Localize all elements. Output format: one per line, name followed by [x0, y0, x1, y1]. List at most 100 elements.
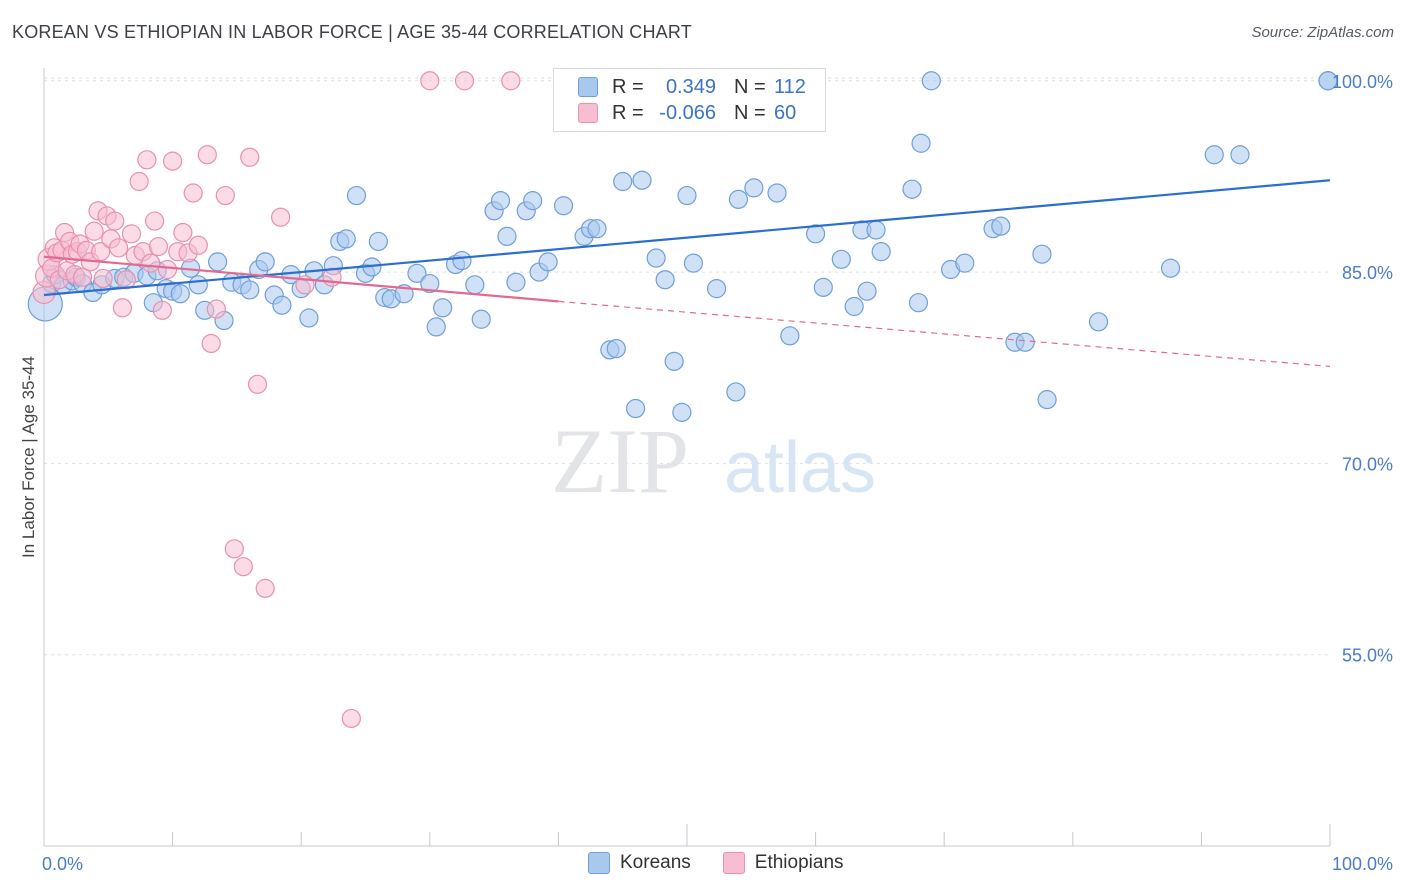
- data-point: [452, 250, 472, 271]
- data-point: [197, 145, 217, 165]
- data-point: [368, 231, 388, 252]
- data-point: [173, 222, 193, 243]
- data-point: [497, 226, 517, 246]
- data-point: [105, 211, 125, 231]
- chart-title: KOREAN VS ETHIOPIAN IN LABOR FORCE | AGE…: [12, 22, 692, 42]
- bottom-legend-koreans[interactable]: Koreans: [588, 852, 691, 874]
- bottom-legend: Koreans Ethiopians: [588, 852, 876, 874]
- data-point: [84, 221, 104, 241]
- data-point: [141, 253, 161, 273]
- y-tick-label: 100.0%: [1332, 72, 1393, 92]
- data-point: [1230, 145, 1250, 165]
- data-point: [726, 382, 746, 402]
- data-point: [1160, 258, 1181, 278]
- data-point: [215, 185, 235, 206]
- data-point: [1088, 312, 1109, 332]
- data-point: [538, 252, 558, 272]
- axes-layer: [43, 68, 1331, 847]
- data-point: [240, 280, 260, 300]
- legend-row-ethiopians: R = -0.066 N = 60: [578, 100, 796, 126]
- data-point: [433, 298, 453, 318]
- data-point: [1015, 332, 1035, 352]
- legend-row-koreans: R = 0.349 N = 112: [578, 74, 806, 100]
- data-point: [336, 229, 356, 249]
- data-point: [857, 281, 877, 301]
- data-point: [454, 71, 475, 91]
- watermark-zip: ZIP: [551, 410, 689, 512]
- data-point: [272, 295, 292, 315]
- data-point: [664, 351, 684, 371]
- bottom-legend-label: Ethiopians: [754, 852, 844, 873]
- data-point: [206, 299, 226, 319]
- data-point: [506, 272, 526, 292]
- bottom-legend-ethiopians[interactable]: Ethiopians: [722, 852, 844, 874]
- data-point: [866, 220, 886, 240]
- grid-layer: [44, 77, 1330, 656]
- watermark-atlas: atlas: [724, 428, 876, 508]
- data-point: [911, 133, 931, 153]
- data-point: [137, 150, 157, 170]
- legend-n-label: N =: [734, 101, 766, 124]
- data-point: [299, 308, 319, 328]
- data-point: [780, 326, 800, 346]
- data-point: [224, 539, 244, 559]
- data-point: [93, 268, 113, 289]
- x-tick-label: 100.0%: [1332, 854, 1393, 874]
- data-point: [183, 183, 203, 203]
- data-point: [420, 71, 440, 91]
- data-point: [407, 263, 427, 283]
- watermark: ZIP atlas: [551, 410, 876, 512]
- legend-swatch-ethiopians: [578, 103, 598, 123]
- data-point: [170, 284, 190, 304]
- data-point: [844, 296, 864, 317]
- legend-r-label: R =: [612, 101, 644, 124]
- data-point: [157, 259, 178, 280]
- data-point: [255, 252, 275, 272]
- data-point: [490, 191, 511, 211]
- data-point: [805, 224, 826, 244]
- legend-r-label: R =: [612, 75, 644, 98]
- data-point: [744, 178, 764, 198]
- data-point: [553, 196, 574, 216]
- data-point: [201, 333, 221, 354]
- data-point: [72, 267, 93, 287]
- data-point: [587, 219, 607, 239]
- data-point: [426, 317, 446, 337]
- data-point: [346, 185, 367, 206]
- bottom-legend-swatch-koreans: [588, 852, 610, 874]
- legend-n-label: N =: [734, 75, 766, 98]
- series-ethiopians: [32, 71, 521, 729]
- legend-n-value: 60: [774, 101, 797, 124]
- chart-source: Source: ZipAtlas.com: [1251, 24, 1394, 41]
- data-point: [1318, 71, 1338, 91]
- x-tick-label: 0.0%: [42, 854, 83, 874]
- data-point: [247, 374, 268, 394]
- trend-line-ethiopians: [43, 255, 559, 303]
- data-point: [188, 235, 208, 255]
- data-point: [1204, 145, 1224, 165]
- data-point: [108, 238, 129, 258]
- data-point: [831, 249, 851, 269]
- data-point: [625, 398, 646, 419]
- data-point: [255, 578, 275, 598]
- trend-line-extension: [558, 300, 1331, 368]
- legend-swatch-koreans: [578, 77, 598, 97]
- data-point: [1032, 244, 1052, 264]
- bottom-legend-label: Koreans: [620, 852, 691, 873]
- legend-r-value: 0.349: [665, 75, 716, 98]
- data-point: [871, 242, 891, 262]
- data-point: [683, 253, 704, 273]
- trend-layer: [43, 179, 1331, 368]
- data-point: [606, 338, 626, 359]
- y-axis-title: In Labor Force | Age 35-44: [19, 356, 38, 558]
- data-point: [646, 248, 666, 268]
- bottom-legend-swatch-ethiopians: [722, 852, 745, 874]
- data-point: [240, 147, 260, 167]
- data-point: [955, 253, 975, 273]
- data-point: [677, 185, 697, 206]
- data-point: [420, 273, 440, 294]
- data-point: [233, 557, 253, 577]
- series-koreans: [27, 71, 1338, 422]
- data-point: [523, 191, 543, 211]
